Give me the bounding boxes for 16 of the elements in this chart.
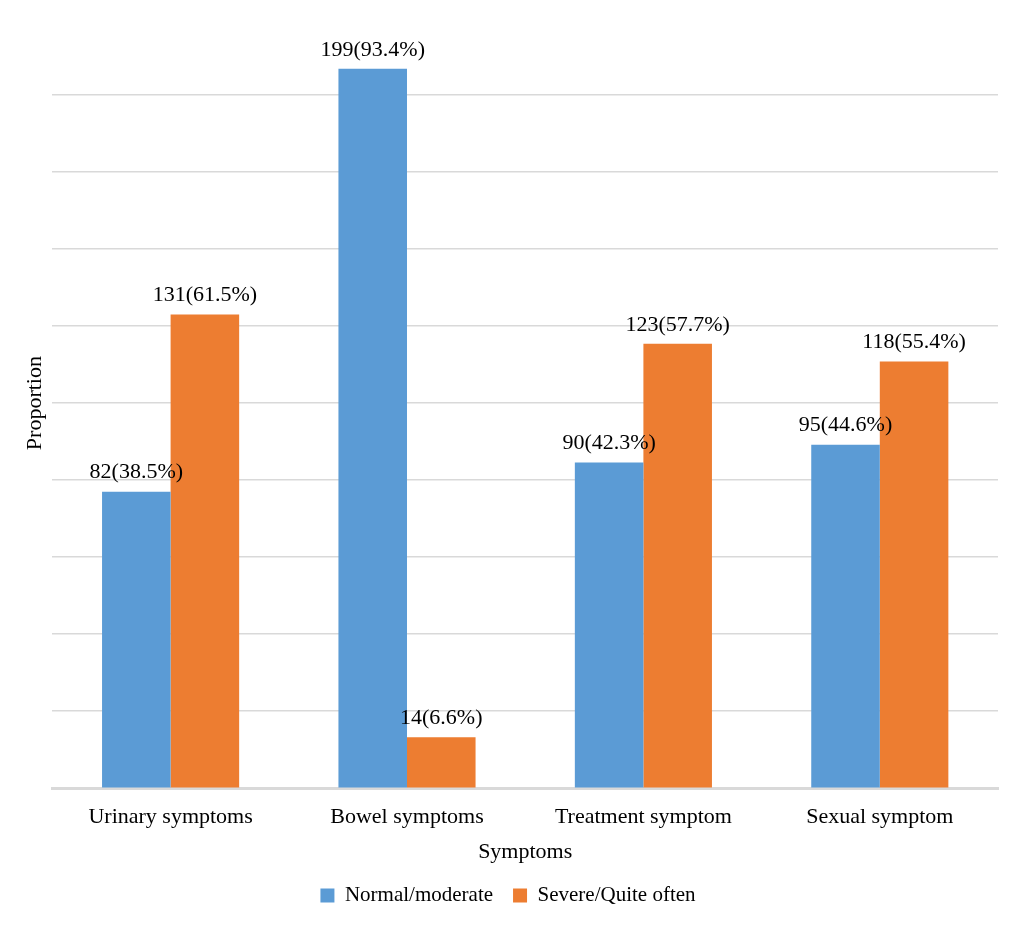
bar xyxy=(574,462,644,788)
legend-label: Normal/moderate xyxy=(344,882,494,907)
x-tick-label: Sexual symptom xyxy=(806,803,954,829)
x-axis-title: Symptoms xyxy=(478,837,573,863)
data-label: 199(93.4%) xyxy=(320,35,425,61)
data-label: 123(57.7%) xyxy=(625,310,730,336)
data-label: 131(61.5%) xyxy=(152,281,258,307)
x-tick-label: Urinary symptoms xyxy=(88,803,253,829)
data-label: 118(55.4%) xyxy=(862,328,966,354)
y-axis-title: Proportion xyxy=(20,356,46,451)
bar xyxy=(811,444,880,788)
x-tick-label: Treatment symptom xyxy=(554,803,732,829)
x-tick-label: Bowel symptoms xyxy=(330,803,484,829)
bar xyxy=(407,737,476,788)
bar xyxy=(102,491,171,788)
legend-label: Severe/Quite often xyxy=(537,882,697,907)
